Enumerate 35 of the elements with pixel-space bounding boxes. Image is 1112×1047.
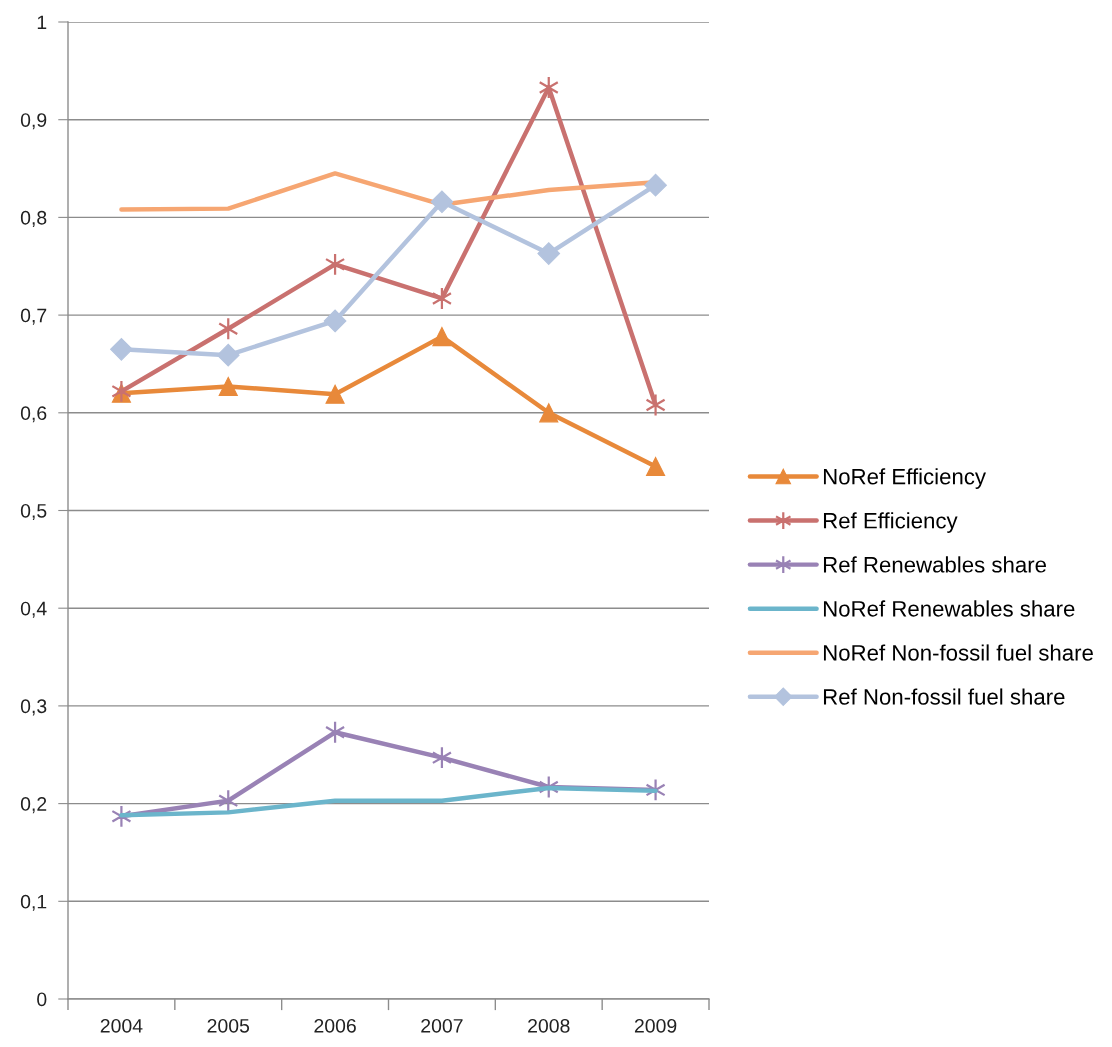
point	[323, 309, 347, 333]
point	[537, 242, 561, 265]
x-tick-label: 2004	[100, 1018, 143, 1033]
legend-label: Ref Renewables share	[823, 556, 1046, 573]
legend-label: NoRef Efficiency	[823, 468, 986, 489]
point	[430, 190, 454, 214]
y-tick-label: 0,4	[20, 601, 47, 618]
x-tick-label: 2006	[314, 1018, 356, 1033]
legend-label: NoRef Renewables share	[823, 600, 1075, 617]
point	[110, 337, 133, 361]
x-tick-label: 2005	[207, 1018, 250, 1033]
y-tick-label: 1	[37, 15, 47, 30]
point	[325, 384, 345, 404]
y-tick-label: 0,9	[20, 113, 47, 130]
legend-label: Ref Non-fossil fuel share	[823, 688, 1065, 705]
legend-label: NoRef Non-fossil fuel share	[823, 644, 1093, 661]
point	[539, 403, 559, 423]
point	[218, 376, 238, 397]
y-tick-label: 0,5	[20, 503, 47, 521]
point	[432, 327, 452, 347]
point	[216, 343, 240, 367]
legend-label: Ref Efficiency	[823, 512, 958, 533]
x-tick-label: 2007	[421, 1018, 463, 1033]
y-tick-label: 0,1	[20, 894, 47, 911]
y-tick-label: 0,8	[20, 210, 47, 227]
point	[644, 173, 667, 197]
y-tick-label: 0,6	[20, 406, 47, 423]
x-tick-label: 2008	[528, 1018, 570, 1033]
x-tick-label: 2009	[634, 1018, 677, 1033]
y-tick-label: 0	[37, 992, 47, 1007]
y-tick-label: 0,2	[20, 797, 47, 814]
point	[646, 456, 666, 477]
y-tick-label: 0,7	[20, 308, 47, 325]
y-tick-label: 0,3	[20, 699, 47, 716]
point	[645, 393, 666, 417]
